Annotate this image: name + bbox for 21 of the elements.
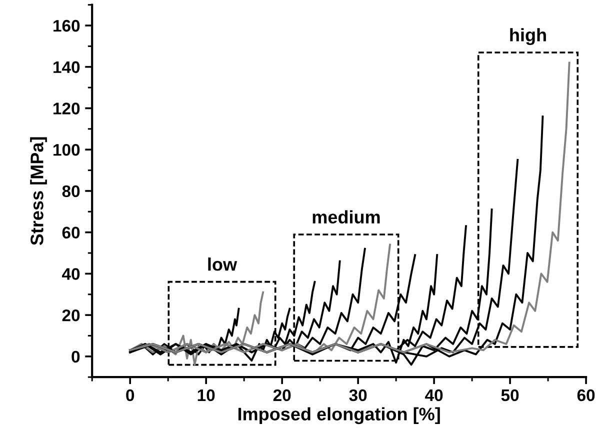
y-tick-label: 120 bbox=[54, 102, 80, 114]
annotation: low bbox=[208, 258, 238, 271]
x-tick-label: 10 bbox=[198, 389, 215, 402]
y-tick-label: 20 bbox=[62, 309, 80, 322]
annotation: high bbox=[510, 28, 546, 46]
y-tick-label: 100 bbox=[54, 144, 80, 156]
y-tick-label: 80 bbox=[62, 185, 80, 198]
x-tick-label: 60 bbox=[577, 389, 595, 402]
y-tick-label: 160 bbox=[54, 20, 80, 32]
x-axis-title: Imposed elongation [%] bbox=[238, 407, 440, 424]
y-tick-label: 0 bbox=[72, 350, 80, 363]
x-tick-label: 30 bbox=[349, 389, 367, 402]
y-tick-label: 140 bbox=[54, 61, 80, 74]
annotation: medium bbox=[312, 210, 380, 224]
x-tick-label: 40 bbox=[425, 389, 443, 402]
y-tick-label: 60 bbox=[62, 226, 80, 239]
x-tick-label: 50 bbox=[501, 389, 519, 402]
y-axis-title: Stress [MPa] bbox=[30, 137, 47, 246]
x-tick-label: 20 bbox=[273, 389, 291, 402]
x-tick-label: 0 bbox=[126, 389, 134, 402]
y-tick-label: 40 bbox=[62, 268, 80, 280]
